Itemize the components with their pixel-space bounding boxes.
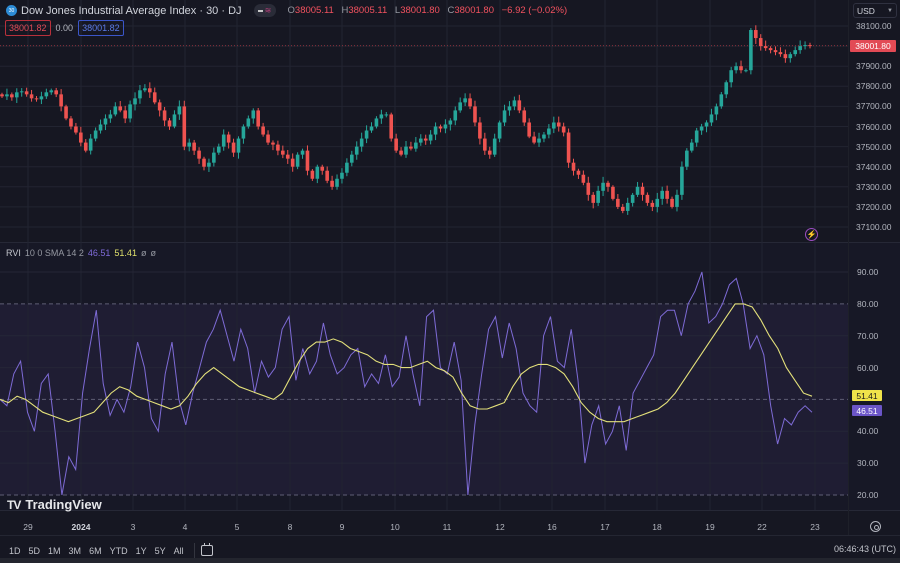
price-axis-label: 37800.00 (856, 81, 892, 92)
time-axis-label: 18 (652, 522, 662, 532)
time-axis-label: 4 (182, 522, 188, 532)
time-axis-label: 17 (600, 522, 610, 532)
indicator-params: 10 0 SMA 14 2 (24, 248, 84, 258)
price-axis-label: 37300.00 (856, 181, 892, 192)
time-axis-label: 3 (130, 522, 136, 532)
open-label: O (287, 5, 295, 16)
rvi-axis-label: 80.00 (857, 298, 879, 309)
tradingview-logo-icon: TV (7, 497, 21, 512)
toolbar-divider (193, 543, 195, 558)
rvi-axis-label: 30.00 (857, 458, 879, 469)
rvi-axis-label: 90.00 (857, 267, 879, 277)
indicator-extra-1: ø (140, 248, 147, 258)
time-axis-label: 12 (495, 522, 505, 532)
bottom-strip (0, 558, 900, 563)
range-3m-button[interactable]: 3M (68, 545, 82, 556)
range-6m-button[interactable]: 6M (89, 545, 102, 556)
range-5d-button[interactable]: 5D (28, 545, 41, 556)
price-axis-label: 37400.00 (856, 161, 892, 172)
minus-icon (257, 9, 263, 12)
spread-value: 0.00 (55, 23, 74, 33)
price-axis-label: 37200.00 (856, 201, 892, 212)
rvi-ma-tag: 51.41 (852, 390, 882, 401)
rvi-axis-label: 20.00 (857, 490, 879, 500)
divider (0, 535, 900, 536)
symbol-title[interactable]: Dow Jones Industrial Average Index · 30 … (21, 4, 242, 17)
range-toolbar: 1D 5D 1M 3M 6M YTD 1Y 5Y All (9, 543, 213, 558)
high-value: 38005.11 (348, 5, 388, 16)
rvi-ma-value: 51.41 (114, 248, 137, 258)
low-label: L (394, 5, 401, 16)
lightning-icon[interactable]: ⚡ (805, 228, 818, 241)
rvi-axis-label: 40.00 (857, 426, 879, 437)
close-value: 38001.80 (454, 5, 494, 16)
brand-name: TradingView (25, 497, 102, 512)
low-value: 38001.80 (400, 5, 440, 16)
trade-buttons: 38001.82 0.00 38001.82 (5, 20, 124, 36)
time-axis-label: 16 (547, 522, 557, 532)
price-axis-label: 37900.00 (856, 61, 892, 72)
symbol-logo-icon: 30 (6, 5, 17, 16)
range-all-button[interactable]: All (173, 545, 184, 556)
price-axis-label: 37700.00 (856, 101, 892, 112)
range-5y-button[interactable]: 5Y (154, 545, 166, 556)
symbol-header: 30 Dow Jones Industrial Average Index · … (6, 4, 567, 17)
time-axis-label: 10 (390, 522, 400, 532)
buy-button[interactable]: 38001.82 (78, 20, 124, 36)
price-axis-label: 38100.00 (856, 21, 892, 31)
price-axis-label: 37600.00 (856, 121, 892, 132)
time-axis-label: 5 (234, 522, 240, 532)
ohlc-values: O38005.11 H38005.11 L38001.80 C38001.80 … (288, 5, 568, 16)
rvi-tag: 46.51 (852, 405, 882, 416)
sell-button[interactable]: 38001.82 (5, 20, 51, 36)
currency-value: USD (857, 5, 875, 16)
open-value: 38005.11 (294, 5, 334, 16)
current-price-tag: 38001.80 (850, 40, 896, 52)
rvi-value: 46.51 (87, 248, 111, 258)
chevron-down-icon: ▼ (887, 7, 893, 14)
indicator-name: RVI (6, 248, 21, 258)
change-value: −6.92 (−0.02%) (501, 5, 568, 16)
price-axis-label: 37500.00 (856, 141, 892, 152)
go-to-date-calendar-icon[interactable] (200, 543, 213, 556)
time-axis-label: 9 (339, 522, 345, 532)
clock[interactable]: 06:46:43 (UTC) (833, 544, 896, 554)
close-label: C (447, 5, 455, 16)
indicator-legend[interactable]: RVI 10 0 SMA 14 2 46.51 51.41 ø ø (6, 248, 156, 258)
high-label: H (341, 5, 349, 16)
rvi-axis-label: 70.00 (857, 330, 879, 341)
time-axis-label: 2024 (71, 522, 91, 532)
time-axis-label: 11 (442, 522, 452, 532)
time-axis-label: 19 (705, 522, 715, 532)
range-ytd-button[interactable]: YTD (109, 545, 128, 556)
time-axis-label: 22 (757, 522, 767, 532)
market-status-toggle[interactable]: ≋ (253, 4, 276, 17)
wave-icon: ≋ (264, 5, 272, 15)
range-1m-button[interactable]: 1M (48, 545, 61, 556)
settings-gear-icon[interactable] (870, 521, 881, 532)
time-axis-label: 23 (810, 522, 820, 532)
range-1d-button[interactable]: 1D (9, 545, 21, 556)
currency-select[interactable]: USD ▼ (853, 3, 897, 18)
range-1y-button[interactable]: 1Y (135, 545, 147, 556)
price-axis-label: 37100.00 (856, 222, 892, 232)
time-axis-label: 29 (23, 522, 33, 532)
rvi-axis-label: 60.00 (857, 362, 879, 373)
tradingview-logo[interactable]: TV TradingView (7, 497, 102, 512)
indicator-extra-2: ø (150, 248, 156, 258)
time-axis-label: 8 (287, 522, 293, 532)
